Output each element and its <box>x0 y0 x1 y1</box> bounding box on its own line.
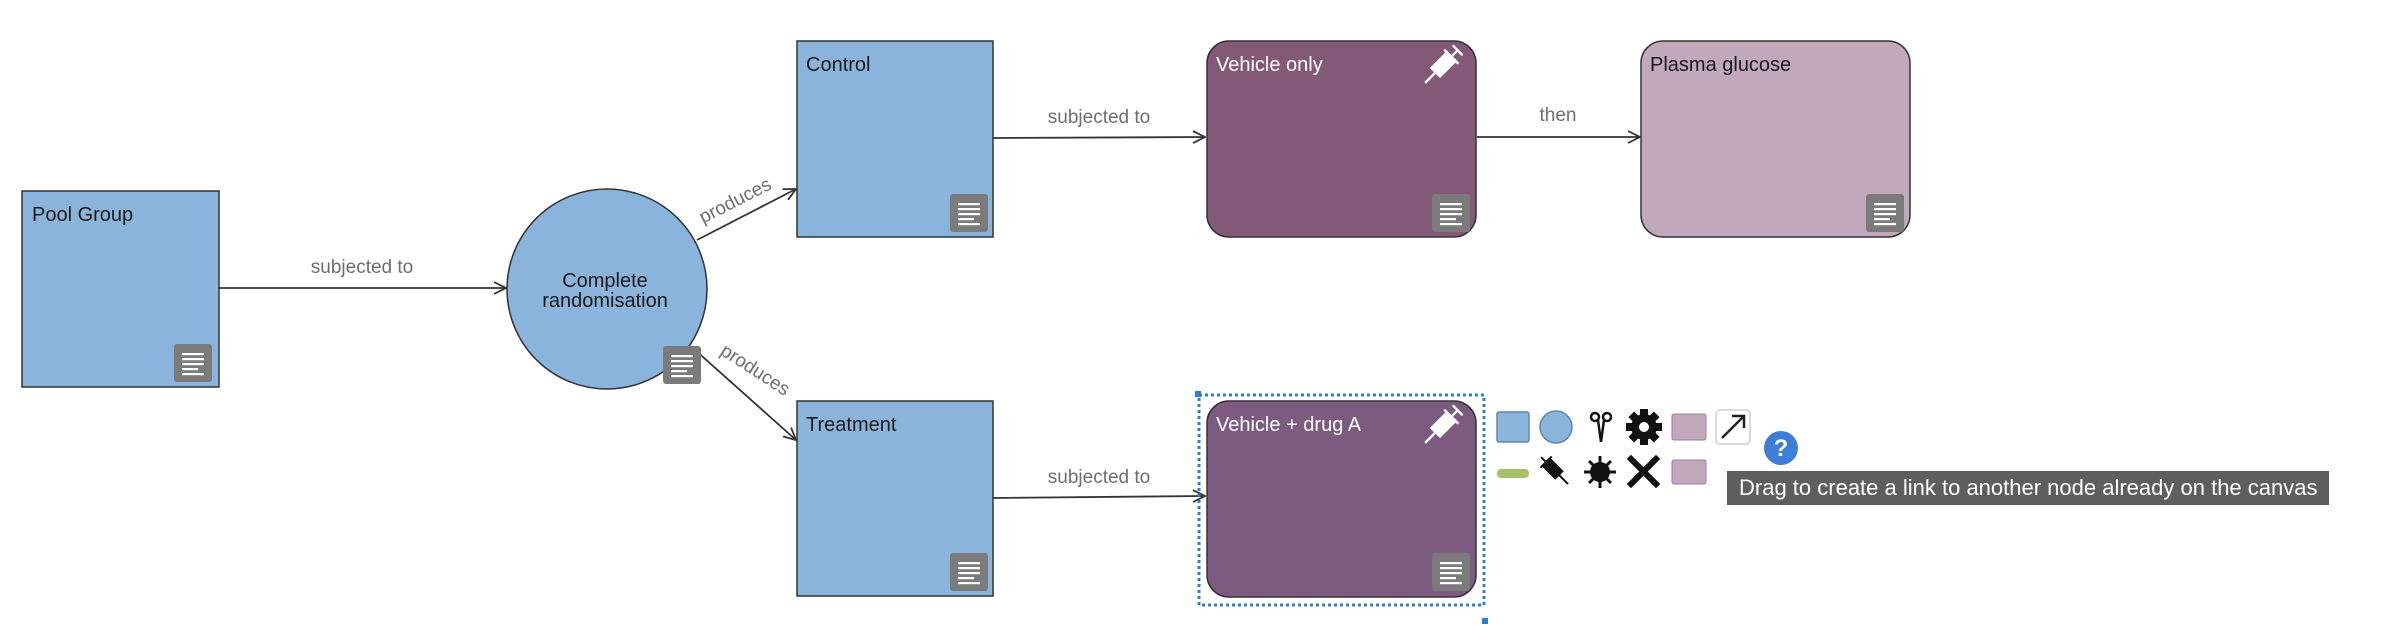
edge-vehicle-to-glucose[interactable]: then <box>1477 105 1640 137</box>
node-pool-group[interactable]: Pool Group <box>21 190 220 388</box>
edge-treatment-to-vehicle-drug[interactable]: subjected to <box>992 467 1205 498</box>
node-treatment[interactable]: Treatment <box>796 400 994 597</box>
edge-label: produces <box>716 340 793 400</box>
resize-handle[interactable] <box>1195 391 1201 397</box>
node-toolbar: ? <box>1496 409 1798 489</box>
svg-text:?: ? <box>1774 435 1789 462</box>
node-title: Control <box>806 54 870 76</box>
add-randomisation-node-button[interactable] <box>1539 410 1573 444</box>
notes-icon[interactable] <box>663 346 701 384</box>
node-complete-randomisation[interactable]: Complete randomisation <box>506 188 708 390</box>
notes-icon[interactable] <box>174 344 212 382</box>
edge-label: subjected to <box>1048 467 1150 488</box>
notes-icon[interactable] <box>1432 553 1470 591</box>
add-measurement-node-button[interactable] <box>1671 413 1707 441</box>
node-title: Pool Group <box>32 204 133 226</box>
add-intervention-node-button[interactable] <box>1535 451 1573 489</box>
node-title-line1: Complete <box>562 270 648 292</box>
node-title: Vehicle + drug A <box>1216 414 1362 436</box>
node-title: Plasma glucose <box>1650 54 1791 76</box>
add-pill-node-button[interactable] <box>1497 469 1529 478</box>
add-group-node-button[interactable] <box>1496 411 1530 443</box>
edge-control-to-vehicle-only[interactable]: subjected to <box>992 107 1205 138</box>
resize-handle[interactable] <box>1482 618 1488 624</box>
edge-label: subjected to <box>1048 107 1150 128</box>
notes-icon[interactable] <box>1432 194 1470 232</box>
node-vehicle-only[interactable]: Vehicle only <box>1206 40 1477 238</box>
add-outcome-node-button[interactable] <box>1671 459 1707 485</box>
notes-icon[interactable] <box>1866 194 1904 232</box>
node-vehicle-drug-a[interactable]: Vehicle + drug A <box>1195 391 1488 624</box>
node-control[interactable]: Control <box>796 40 994 238</box>
add-harvest-node-button[interactable] <box>1589 411 1613 443</box>
selection-outline <box>1197 393 1486 607</box>
link-tooltip: Drag to create a link to another node al… <box>1727 471 2330 505</box>
edge-label: subjected to <box>311 257 413 278</box>
node-title: Treatment <box>806 414 897 436</box>
edge-label: then <box>1540 105 1577 126</box>
node-title-line2: randomisation <box>542 290 668 312</box>
edge-randomisation-to-treatment[interactable]: produces <box>693 340 796 440</box>
help-icon[interactable]: ? <box>1764 431 1798 465</box>
create-link-button[interactable] <box>1715 409 1751 445</box>
notes-icon[interactable] <box>950 553 988 591</box>
node-plasma-glucose[interactable]: Plasma glucose <box>1640 40 1911 238</box>
add-exposure-node-button[interactable] <box>1584 456 1616 488</box>
add-lab-method-button[interactable] <box>1626 409 1662 445</box>
notes-icon[interactable] <box>950 194 988 232</box>
delete-node-button[interactable] <box>1626 454 1661 489</box>
edge-pool-to-randomisation[interactable]: subjected to <box>219 257 506 288</box>
edge-randomisation-to-control[interactable]: produces <box>696 174 796 241</box>
node-title: Vehicle only <box>1216 54 1323 76</box>
